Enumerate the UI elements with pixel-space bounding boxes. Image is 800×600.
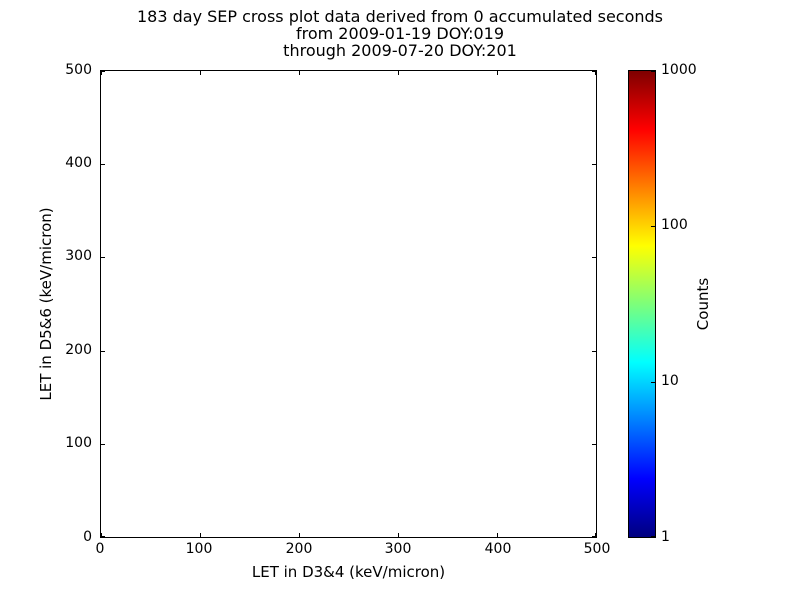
colorbar-gradient: [629, 71, 655, 537]
colorbar-tick-label: 1: [661, 529, 670, 545]
x-tick-mark-top: [398, 71, 399, 75]
y-tick-mark-right: [592, 257, 596, 259]
x-tick-mark-top: [101, 71, 102, 75]
y-tick-mark-right: [592, 443, 596, 445]
colorbar-tick-mark: [651, 71, 655, 72]
y-axis-label: LET in D5&6 (keV/micron): [37, 207, 55, 401]
y-tick-mark: [101, 164, 105, 166]
x-tick-label: 200: [285, 541, 313, 557]
chart-subtitle-line-2: through 2009-07-20 DOY:201: [283, 41, 517, 60]
y-tick-label: 0: [83, 529, 92, 545]
colorbar-tick-label: 10: [661, 373, 679, 389]
x-tick-mark: [200, 533, 201, 537]
x-tick-label: 400: [484, 541, 512, 557]
colorbar-tick-label: 1000: [661, 62, 697, 78]
x-axis-label: LET in D3&4 (keV/micron): [251, 563, 446, 581]
y-tick-label: 500: [65, 62, 92, 78]
x-tick-mark: [398, 533, 399, 537]
chart-title: 183 day SEP cross plot data derived from…: [136, 7, 664, 26]
y-tick-label: 400: [65, 155, 92, 171]
y-tick-mark-right: [592, 350, 596, 352]
y-tick-label: 300: [65, 248, 92, 264]
x-tick-mark: [497, 533, 498, 537]
x-tick-mark-top: [595, 71, 596, 75]
y-tick-mark: [101, 257, 105, 259]
chart-title-block: 183 day SEP cross plot data derived from…: [0, 8, 800, 59]
colorbar-tick-mark: [651, 536, 655, 537]
colorbar-tick-mark: [651, 226, 655, 228]
y-tick-mark-right: [592, 71, 596, 72]
y-tick-mark: [101, 443, 105, 445]
x-tick-label: 300: [384, 541, 412, 557]
colorbar-tick-mark: [651, 381, 655, 383]
y-tick-mark-right: [592, 164, 596, 166]
x-tick-mark-top: [200, 71, 201, 75]
x-tick-mark-top: [497, 71, 498, 75]
x-tick-mark-top: [299, 71, 300, 75]
colorbar: [628, 70, 656, 538]
colorbar-tick-label: 100: [661, 217, 688, 233]
x-tick-mark: [299, 533, 300, 537]
x-tick-label: 0: [95, 541, 105, 557]
y-tick-mark-right: [592, 536, 596, 537]
x-tick-label: 500: [583, 541, 611, 557]
y-tick-label: 100: [65, 435, 92, 451]
colorbar-label: Counts: [694, 277, 712, 331]
x-tick-mark: [595, 533, 596, 537]
y-tick-mark: [101, 536, 105, 537]
y-tick-mark: [101, 71, 105, 72]
y-tick-mark: [101, 350, 105, 352]
plot-area: [100, 70, 597, 538]
y-tick-label: 200: [65, 342, 92, 358]
x-tick-label: 100: [185, 541, 213, 557]
chart-subtitle-line-1: from 2009-01-19 DOY:019: [295, 24, 504, 43]
x-tick-mark: [101, 533, 102, 537]
